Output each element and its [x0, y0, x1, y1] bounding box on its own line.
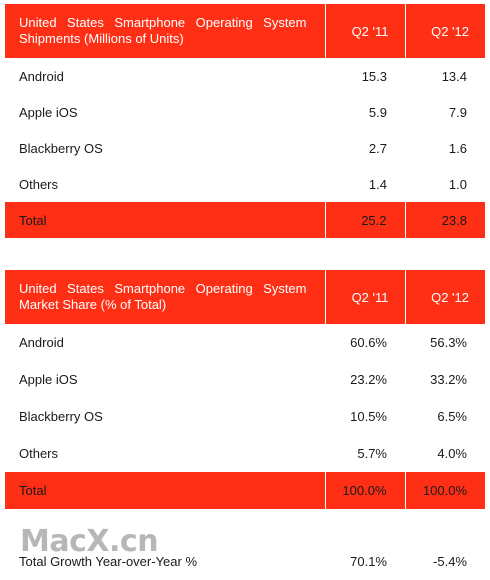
market-share-table-title: United States Smartphone Operating Syste…: [5, 270, 326, 324]
shipments-total-row: Total 25.2 23.8: [5, 202, 485, 238]
shipments-table-title: United States Smartphone Operating Syste…: [5, 4, 326, 58]
shipments-col-q2-12: Q2 '12: [405, 4, 485, 58]
total-value-q2-12: 100.0%: [405, 472, 485, 509]
total-label: Total: [5, 202, 326, 238]
row-value-q2-12: 13.4: [441, 68, 467, 84]
growth-label: Total Growth Year-over-Year %: [19, 553, 198, 569]
table-row: Apple iOS 23.2% 33.2%: [5, 361, 485, 398]
total-value-q2-12: 23.8: [405, 202, 485, 238]
row-value-q2-11: 5.9: [368, 104, 387, 120]
row-label: Blackberry OS: [19, 409, 103, 424]
row-label: Others: [19, 446, 59, 461]
row-value-q2-11: 60.6%: [350, 335, 387, 350]
row-value-q2-12: 7.9: [448, 104, 467, 120]
shipments-header-row: United States Smartphone Operating Syste…: [5, 4, 485, 58]
table-row: Blackberry OS 10.5% 6.5%: [5, 398, 485, 435]
growth-value-q2-11: 70.1%: [350, 553, 387, 569]
total-value-q2-11: 100.0%: [325, 472, 406, 509]
row-value-q2-11: 2.7: [368, 140, 387, 156]
total-value-q2-11: 25.2: [325, 202, 406, 238]
growth-value-q2-12: -5.4%: [433, 553, 467, 569]
shipments-col-q2-11: Q2 '11: [325, 4, 406, 58]
row-value-q2-12: 6.5%: [437, 409, 467, 424]
row-value-q2-11: 1.4: [368, 176, 387, 192]
row-value-q2-12: 33.2%: [430, 372, 467, 387]
row-value-q2-12: 4.0%: [437, 446, 467, 461]
total-label: Total: [5, 472, 326, 509]
table-row: Others 1.4 1.0: [5, 166, 485, 202]
row-label: Blackberry OS: [19, 140, 103, 156]
table-row: Blackberry OS 2.7 1.6: [5, 130, 485, 166]
row-label: Android: [19, 68, 64, 84]
row-label: Others: [19, 176, 59, 192]
row-value-q2-12: 1.6: [448, 140, 467, 156]
row-label: Apple iOS: [19, 104, 78, 120]
market-share-table: United States Smartphone Operating Syste…: [5, 270, 485, 509]
market-share-col-q2-11: Q2 '11: [325, 270, 406, 324]
market-share-col-q2-12: Q2 '12: [405, 270, 485, 324]
market-share-total-row: Total 100.0% 100.0%: [5, 472, 485, 509]
shipments-table: United States Smartphone Operating Syste…: [5, 4, 485, 238]
table-row: Others 5.7% 4.0%: [5, 435, 485, 472]
row-value-q2-11: 23.2%: [350, 372, 387, 387]
row-label: Apple iOS: [19, 372, 78, 387]
market-share-header-row: United States Smartphone Operating Syste…: [5, 270, 485, 324]
row-value-q2-11: 10.5%: [350, 409, 387, 424]
row-value-q2-11: 5.7%: [357, 446, 387, 461]
row-label: Android: [19, 335, 64, 350]
row-value-q2-12: 1.0: [448, 176, 467, 192]
table-row: Apple iOS 5.9 7.9: [5, 94, 485, 130]
row-value-q2-11: 15.3: [361, 68, 387, 84]
table-row: Android 15.3 13.4: [5, 58, 485, 94]
total-growth-row: Total Growth Year-over-Year % 70.1% -5.4…: [5, 546, 485, 576]
table-row: Android 60.6% 56.3%: [5, 324, 485, 361]
row-value-q2-12: 56.3%: [430, 335, 467, 350]
